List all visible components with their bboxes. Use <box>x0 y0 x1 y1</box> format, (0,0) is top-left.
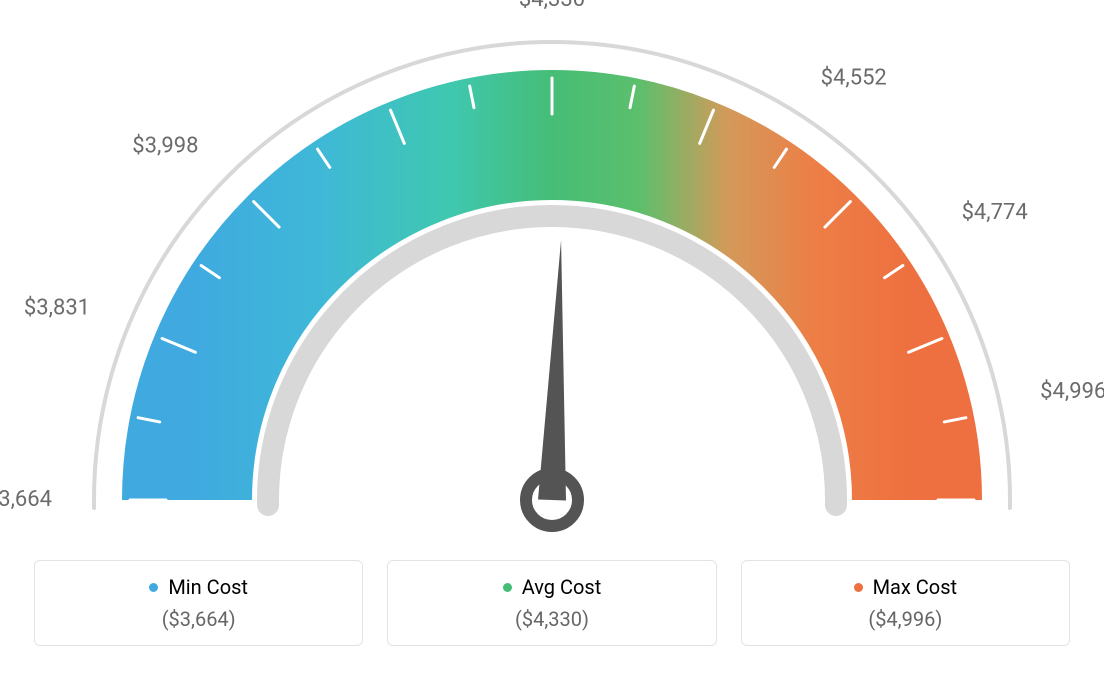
legend-title-min: Min Cost <box>149 575 248 599</box>
legend-card-avg: Avg Cost ($4,330) <box>387 560 716 646</box>
legend-label-avg: Avg Cost <box>522 575 602 599</box>
tick-label: $4,330 <box>519 0 585 12</box>
tick-label: $4,774 <box>962 200 1028 225</box>
gauge-svg: $3,664 $3,831 $3,998 $4,330 $4,552 $4,774 $4,9… <box>0 0 1104 560</box>
legend-value-min: ($3,664) <box>35 607 362 631</box>
legend-card-max: Max Cost ($4,996) <box>741 560 1070 646</box>
legend-label-max: Max Cost <box>873 575 958 599</box>
dot-icon <box>503 583 512 592</box>
tick-label: $4,552 <box>821 65 887 90</box>
gauge-chart: $3,664 $3,831 $3,998 $4,330 $4,552 $4,774 $4,9… <box>0 0 1104 560</box>
dot-icon <box>149 583 158 592</box>
legend-card-min: Min Cost ($3,664) <box>34 560 363 646</box>
tick-label: $4,996 <box>1040 379 1104 404</box>
legend-title-max: Max Cost <box>854 575 958 599</box>
tick-label: $3,664 <box>0 487 52 512</box>
legend-value-max: ($4,996) <box>742 607 1069 631</box>
tick-label: $3,998 <box>132 133 198 158</box>
legend-value-avg: ($4,330) <box>388 607 715 631</box>
legend-row: Min Cost ($3,664) Avg Cost ($4,330) Max … <box>0 560 1104 646</box>
legend-title-avg: Avg Cost <box>503 575 602 599</box>
legend-label-min: Min Cost <box>168 575 248 599</box>
dot-icon <box>854 583 863 592</box>
tick-label: $3,831 <box>24 296 90 321</box>
